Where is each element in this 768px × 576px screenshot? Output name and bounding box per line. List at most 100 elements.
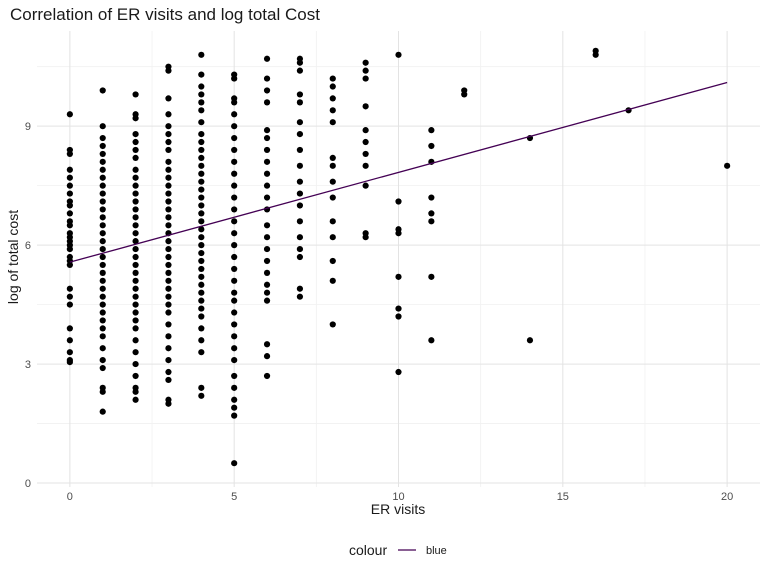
data-point: [231, 412, 238, 419]
data-point: [198, 119, 205, 126]
data-point: [329, 277, 336, 284]
data-point: [198, 257, 205, 265]
y-tick-labels: 0 3 6 9: [25, 121, 31, 490]
data-point: [66, 202, 73, 209]
x-tick-label: 10: [392, 491, 404, 503]
data-point: [99, 293, 106, 300]
data-point: [395, 51, 402, 58]
data-point: [329, 234, 336, 241]
data-point: [296, 99, 304, 106]
data-point: [66, 285, 73, 292]
data-point: [198, 349, 205, 356]
data-point: [231, 460, 238, 467]
data-point: [428, 273, 435, 280]
data-point: [428, 337, 435, 344]
data-point: [198, 265, 205, 273]
data-point: [165, 138, 172, 146]
data-point: [231, 253, 238, 261]
data-point: [231, 218, 238, 225]
data-point: [263, 75, 271, 82]
data-point: [329, 218, 336, 225]
data-point: [362, 75, 369, 82]
data-point: [198, 297, 205, 304]
data-point: [329, 178, 336, 185]
data-point: [263, 182, 271, 189]
data-point: [132, 269, 139, 276]
data-point: [99, 285, 106, 292]
data-point: [198, 218, 205, 225]
data-point: [99, 206, 106, 213]
data-point: [99, 325, 106, 332]
data-point: [231, 146, 238, 154]
data-point: [198, 99, 205, 106]
data-point: [362, 150, 369, 158]
data-point: [99, 238, 106, 245]
data-point: [198, 91, 205, 98]
data-point: [99, 190, 106, 197]
data-point: [428, 127, 435, 134]
data-point: [99, 158, 106, 165]
data-point: [395, 313, 402, 320]
y-tick-label: 3: [25, 359, 31, 371]
data-point: [329, 194, 336, 201]
data-point: [99, 123, 106, 130]
data-point: [99, 150, 106, 158]
data-point: [99, 166, 106, 173]
data-point: [198, 273, 205, 280]
x-tick-label: 5: [231, 491, 237, 503]
data-point: [132, 166, 139, 173]
data-point: [66, 190, 73, 197]
data-point: [132, 206, 139, 213]
data-point: [329, 95, 336, 102]
data-point: [329, 162, 336, 169]
data-point: [263, 222, 271, 229]
data-point: [296, 67, 304, 74]
data-point: [296, 162, 304, 169]
data-point: [66, 337, 73, 344]
data-point: [99, 198, 106, 205]
data-point: [263, 257, 271, 265]
data-point: [99, 253, 106, 261]
data-point: [99, 174, 106, 181]
data-point: [165, 333, 172, 340]
data-point: [132, 309, 139, 316]
data-point: [165, 368, 172, 376]
data-point: [132, 214, 139, 221]
data-point: [198, 313, 205, 320]
data-point: [99, 408, 106, 415]
data-point: [231, 384, 238, 391]
data-point: [198, 186, 205, 193]
data-point: [263, 146, 271, 154]
data-point: [132, 396, 139, 403]
data-point: [198, 226, 205, 233]
data-point: [362, 67, 369, 74]
data-point: [362, 182, 369, 189]
data-point: [165, 95, 172, 102]
data-point: [132, 388, 139, 395]
data-point: [296, 234, 304, 241]
data-point: [132, 198, 139, 205]
data-point: [165, 376, 172, 384]
data-point: [263, 341, 271, 348]
data-point: [724, 162, 731, 169]
data-point: [165, 301, 172, 308]
data-point: [132, 146, 139, 154]
data-point: [66, 325, 73, 332]
data-point: [362, 162, 369, 169]
data-point: [198, 154, 205, 161]
data-point: [198, 392, 205, 399]
data-point: [263, 99, 271, 106]
data-point: [296, 178, 304, 185]
data-point: [231, 396, 238, 403]
data-point: [263, 127, 271, 134]
data-point: [165, 277, 172, 284]
data-point: [165, 123, 172, 130]
data-point: [198, 289, 205, 296]
data-point: [263, 158, 271, 165]
data-point: [66, 358, 73, 366]
data-point: [66, 301, 73, 308]
data-point: [395, 368, 402, 376]
data-point: [165, 174, 172, 181]
data-point: [132, 138, 139, 146]
data-point: [198, 178, 205, 185]
